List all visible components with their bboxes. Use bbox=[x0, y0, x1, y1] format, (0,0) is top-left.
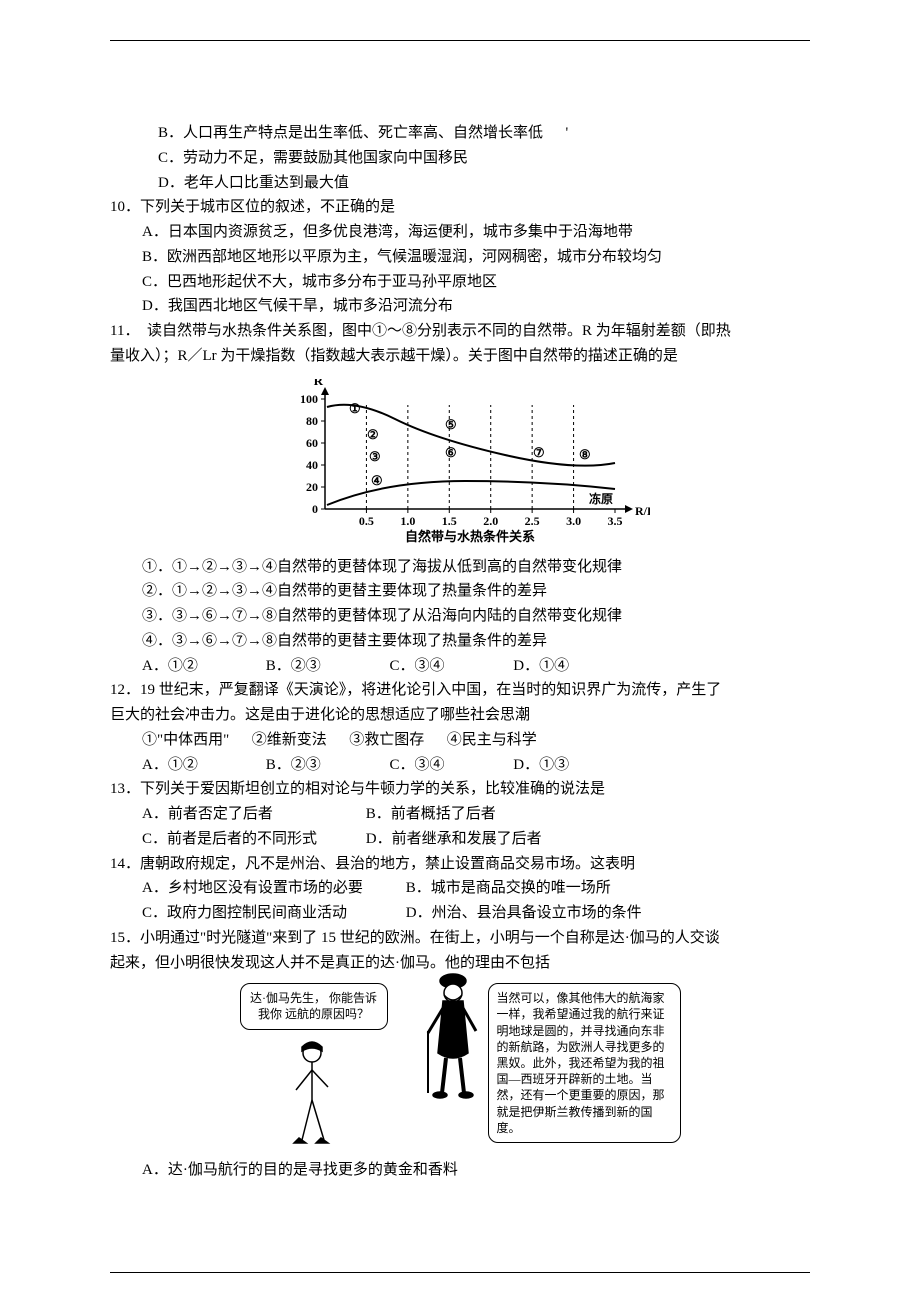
q13-row2: C．前者是后者的不同形式 D．前者继承和发展了后者 bbox=[110, 827, 810, 852]
q14-stem: 14．唐朝政府规定，凡不是州治、县治的地方，禁止设置商品交易市场。这表明 bbox=[110, 852, 810, 877]
q13-row1: A．前者否定了后者 B．前者概括了后者 bbox=[110, 802, 810, 827]
svg-text:R/Lr: R/Lr bbox=[635, 504, 650, 518]
svg-text:40: 40 bbox=[306, 458, 318, 472]
q15-opt-a: A．达·伽马航行的目的是寻找更多的黄金和香料 bbox=[110, 1158, 810, 1183]
svg-text:⑦: ⑦ bbox=[533, 445, 545, 460]
svg-text:冻原: 冻原 bbox=[589, 491, 613, 506]
svg-text:⑤: ⑤ bbox=[445, 417, 457, 432]
svg-text:0: 0 bbox=[312, 502, 318, 516]
q15-bubble-1: 达·伽马先生， 你能告诉我你 远航的原因吗？ bbox=[240, 983, 388, 1029]
q10-stem: 10．下列关于城市区位的叙述，不正确的是 bbox=[110, 195, 810, 220]
q12-stem-1: 12．19 世纪末，严复翻译《天演论》，将进化论引入中国，在当时的知识界广为流传… bbox=[110, 678, 810, 703]
q12-opt-b: B．②③ bbox=[266, 753, 386, 778]
q13-opt-b: B．前者概括了后者 bbox=[366, 802, 496, 827]
svg-text:80: 80 bbox=[306, 414, 318, 428]
svg-text:③: ③ bbox=[369, 449, 381, 464]
q13-opt-a: A．前者否定了后者 bbox=[142, 802, 362, 827]
q11-sub-2: ②．①→②→③→④自然带的更替主要体现了热量条件的差异 bbox=[110, 579, 810, 604]
svg-text:①: ① bbox=[349, 401, 361, 416]
q12-items: ①"中体西用" ②维新变法 ③救亡图存 ④民主与科学 bbox=[110, 728, 810, 753]
q10-opt-d: D．我国西北地区气候干旱，城市多沿河流分布 bbox=[110, 294, 810, 319]
q11-sub-4: ④．③→⑥→⑦→⑧自然带的更替主要体现了热量条件的差异 bbox=[110, 629, 810, 654]
q11-sub-3: ③．③→⑥→⑦→⑧自然带的更替体现了从沿海向内陆的自然带变化规律 bbox=[110, 604, 810, 629]
svg-text:2.5: 2.5 bbox=[525, 514, 540, 528]
q12-opt-c: C．③④ bbox=[390, 753, 510, 778]
q12-opt-a: A．①② bbox=[142, 753, 262, 778]
q14-row1: A．乡村地区没有设置市场的必要 B．城市是商品交换的唯一场所 bbox=[110, 876, 810, 901]
svg-text:3.5: 3.5 bbox=[608, 514, 623, 528]
q11-stem-1: 11． 读自然带与水热条件关系图，图中①～⑧分别表示不同的自然带。R 为年辐射差… bbox=[110, 319, 810, 344]
q14-row2: C．政府力图控制民间商业活动 D．州治、县治具备设立市场的条件 bbox=[110, 901, 810, 926]
q9-opt-b: B．人口再生产特点是出生率低、死亡率高、自然增长率低 ' bbox=[110, 121, 810, 146]
q13-opt-c: C．前者是后者的不同形式 bbox=[142, 827, 362, 852]
q10-opt-c: C．巴西地形起伏不大，城市多分布于亚马孙平原地区 bbox=[110, 270, 810, 295]
q11-options: A．①② B．②③ C．③④ D．①④ bbox=[110, 654, 810, 679]
svg-text:②: ② bbox=[367, 427, 379, 442]
svg-text:④: ④ bbox=[371, 473, 383, 488]
svg-text:20: 20 bbox=[306, 480, 318, 494]
q11-opt-a: A．①② bbox=[142, 654, 262, 679]
svg-text:1.5: 1.5 bbox=[442, 514, 457, 528]
q10-opt-a: A．日本国内资源贫乏，但多优良港湾，海运便利，城市多集中于沿海地带 bbox=[110, 220, 810, 245]
q11-opt-d: D．①④ bbox=[513, 654, 633, 679]
svg-text:⑧: ⑧ bbox=[579, 447, 591, 462]
q14-opt-b: B．城市是商品交换的唯一场所 bbox=[406, 876, 611, 901]
q10-opt-b: B．欧洲西部地区地形以平原为主，气候温暖湿润，河网稠密，城市分布较均匀 bbox=[110, 245, 810, 270]
q11-opt-c: C．③④ bbox=[390, 654, 510, 679]
q13-stem: 13．下列关于爱因斯坦创立的相对论与牛顿力学的关系，比较准确的说法是 bbox=[110, 777, 810, 802]
svg-text:R: R bbox=[314, 379, 324, 388]
q15-person-1 bbox=[279, 1030, 349, 1150]
q12-opt-d: D．①③ bbox=[513, 753, 633, 778]
q12-stem-2: 巨大的社会冲击力。这是由于进化论的思想适应了哪些社会思潮 bbox=[110, 703, 810, 728]
q11-opt-b: B．②③ bbox=[266, 654, 386, 679]
q9-opt-c: C．劳动力不足，需要鼓励其他国家向中国移民 bbox=[110, 146, 810, 171]
q15-person-2 bbox=[418, 983, 488, 1103]
q14-opt-d: D．州治、县治具备设立市场的条件 bbox=[406, 901, 642, 926]
svg-text:100: 100 bbox=[300, 392, 318, 406]
svg-text:60: 60 bbox=[306, 436, 318, 450]
q13-opt-d: D．前者继承和发展了后者 bbox=[366, 827, 542, 852]
q12-options: A．①② B．②③ C．③④ D．①③ bbox=[110, 753, 810, 778]
q14-opt-a: A．乡村地区没有设置市场的必要 bbox=[142, 876, 402, 901]
q14-opt-c: C．政府力图控制民间商业活动 bbox=[142, 901, 402, 926]
q15-stem-1: 15．小明通过"时光隧道"来到了 15 世纪的欧洲。在街上，小明与一个自称是达·… bbox=[110, 926, 810, 951]
q15-comic: 达·伽马先生， 你能告诉我你 远航的原因吗？ bbox=[110, 983, 810, 1149]
svg-text:1.0: 1.0 bbox=[400, 514, 415, 528]
q11-stem-2: 量收入）；R／Lr 为干燥指数（指数越大表示越干燥）。关于图中自然带的描述正确的… bbox=[110, 344, 810, 369]
q15-bubble-2: 当然可以，像其他伟大的航海家一样，我希望通过我的航行来证明地球是圆的，并寻找通向… bbox=[488, 983, 681, 1143]
q9-opt-d: D．老年人口比重达到最大值 bbox=[110, 171, 810, 196]
svg-text:2.0: 2.0 bbox=[483, 514, 498, 528]
q11-sub-1: ①．①→②→③→④自然带的更替体现了海拔从低到高的自然带变化规律 bbox=[110, 555, 810, 580]
q11-chart: 0 20 40 60 80 100 R 0.5 1.0 1.5 2.0 2.5 3.0 3.5 R/Lr ①②… bbox=[110, 379, 810, 549]
svg-text:0.5: 0.5 bbox=[359, 514, 374, 528]
svg-text:3.0: 3.0 bbox=[566, 514, 581, 528]
svg-text:⑥: ⑥ bbox=[445, 445, 457, 460]
svg-text:自然带与水热条件关系: 自然带与水热条件关系 bbox=[405, 529, 535, 544]
